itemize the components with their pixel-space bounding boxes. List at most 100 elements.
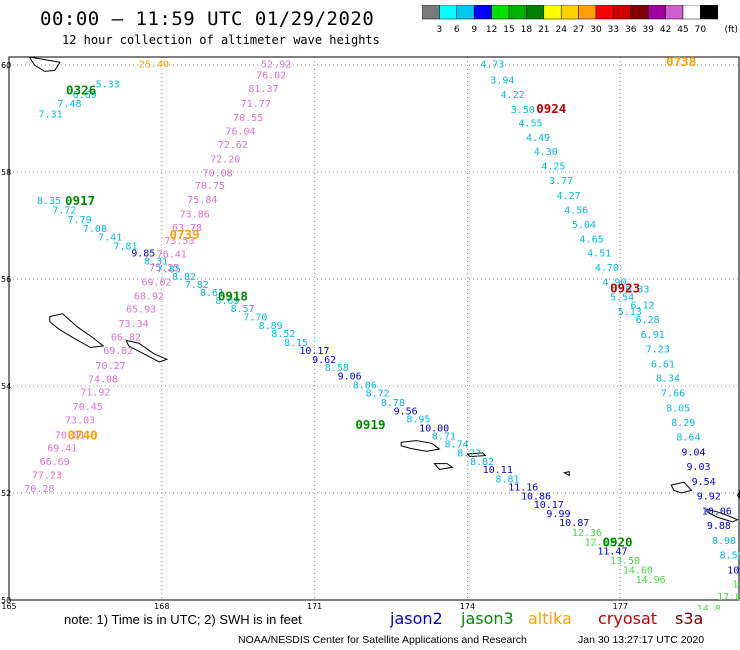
swh-value: 10.86 <box>521 491 551 502</box>
swh-value: 4.30 <box>534 147 558 158</box>
colorbar-tick-label: 45 <box>677 25 688 35</box>
swh-value: 7.41 <box>98 232 122 243</box>
legend-s3a: s3a <box>675 609 704 628</box>
swh-value: 66.82 <box>111 333 141 344</box>
swh-value: 7.66 <box>661 389 685 400</box>
swh-value: 75.84 <box>187 195 217 206</box>
swh-value: 70.28 <box>24 484 54 495</box>
swh-value: 6.91 <box>641 330 665 341</box>
swh-value: 8.98 <box>712 536 736 547</box>
swh-value: 11.47 <box>597 547 627 558</box>
x-tick-label: 177 <box>613 602 628 610</box>
swh-value: 73.03 <box>65 415 95 426</box>
legend-note: note: 1) Time is in UTC; 2) SWH is in fe… <box>64 612 302 627</box>
swh-value: 8.72 <box>366 389 390 400</box>
footer-timestamp: Jan 30 13:27:17 UTC 2020 <box>578 634 705 646</box>
swh-value: 17.8 <box>717 592 740 603</box>
x-tick-label: 165 <box>1 602 16 610</box>
swh-value: 68.92 <box>134 291 164 302</box>
legend-cryosat: cryosat <box>598 609 658 628</box>
swh-value: 7.48 <box>57 99 81 110</box>
swh-value: 8.82 <box>470 457 494 468</box>
swh-value: 3.94 <box>490 76 514 87</box>
swh-value: 7.79 <box>68 215 92 226</box>
swh-value: 71.92 <box>80 388 110 399</box>
swh-value: 9.06 <box>338 372 362 383</box>
swh-value: 70.45 <box>73 402 103 413</box>
swh-value: 8.35 <box>37 196 61 207</box>
colorbar-tick-label: 36 <box>625 25 637 35</box>
swh-value: 14.60 <box>623 565 653 576</box>
swh-value: 8.89 <box>259 321 283 332</box>
swh-value: 3.77 <box>549 176 573 187</box>
swh-value: 7.82 <box>185 280 209 291</box>
y-tick-label: 58 <box>1 168 11 177</box>
footer-credit: NOAA/NESDIS Center for Satellite Applica… <box>238 634 527 646</box>
swh-value: 8.58 <box>325 363 349 374</box>
swh-value: 70.08 <box>203 168 233 179</box>
swh-value: 70.75 <box>195 181 225 192</box>
colorbar-tick-label: 27 <box>573 25 584 35</box>
island-rat-kiska <box>670 481 693 494</box>
swh-value: 7.72 <box>52 206 76 217</box>
pass-time-label: 0326 <box>66 82 96 97</box>
island-near-attu <box>400 440 441 452</box>
swh-value: 69.82 <box>103 346 133 357</box>
swh-value: 8.64 <box>676 433 700 444</box>
swh-value: 4.73 <box>480 60 504 71</box>
swh-value: 5.13 <box>618 307 642 318</box>
legend-altika: altika <box>528 609 572 628</box>
swh-value: 9.85 <box>131 249 155 260</box>
swh-value: 73.34 <box>119 319 149 330</box>
pass-time-label: 0920 <box>602 535 632 550</box>
island-semichi <box>466 452 487 458</box>
island-commander-bering <box>49 313 105 349</box>
swh-value: 10.06 <box>702 506 732 517</box>
swh-value: 72.62 <box>218 140 248 151</box>
swh-value: 6.33 <box>625 284 649 295</box>
swh-value: 4.49 <box>526 133 550 144</box>
swh-value: 70.27 <box>96 361 126 372</box>
swh-value: 8.05 <box>666 404 690 415</box>
swh-value: 81.37 <box>248 84 278 95</box>
page-title: 00:00 – 11:59 UTC 01/29/2020 <box>40 8 375 30</box>
map-frame <box>8 56 740 601</box>
swh-value: 9.04 <box>681 448 705 459</box>
swh-value: 10.11 <box>483 465 513 476</box>
swh-value: 4.70 <box>595 263 619 274</box>
swh-value: 8.61 <box>200 288 224 299</box>
swh-value: 9.56 <box>394 406 418 417</box>
swh-value: 12.12 <box>585 537 615 548</box>
island-rat-amchitka <box>706 508 739 523</box>
colorbar-tick-label: 15 <box>503 25 514 35</box>
swh-value: 8.77 <box>457 449 481 460</box>
colorbar-tick-label: 12 <box>486 25 497 35</box>
swh-value: 8.81 <box>495 474 519 485</box>
pass-time-label: 0917 <box>65 193 95 208</box>
swh-value: 9.92 <box>697 491 721 502</box>
swh-value: 7.85 <box>157 265 181 276</box>
swh-value: 8.57 <box>231 304 255 315</box>
swh-value: 3.50 <box>511 105 535 116</box>
swh-value: 8.29 <box>671 418 695 429</box>
swh-value: 7.31 <box>39 109 63 120</box>
island-commander-medny <box>125 339 169 363</box>
swh-value: 10.87 <box>559 518 589 529</box>
swh-value: 9.54 <box>692 477 716 488</box>
legend-row: note: 1) Time is in UTC; 2) SWH is in fe… <box>0 609 740 631</box>
colorbar-tick-label: 9 <box>471 25 477 35</box>
colorbar-tick-label: 70 <box>695 25 707 35</box>
colorbar-tick-label: 39 <box>642 25 654 35</box>
colorbar-tick-label: 42 <box>660 25 671 35</box>
swh-value: 8.59 <box>720 550 740 561</box>
colorbar-tick-label: 21 <box>538 25 549 35</box>
swh-value: 69.02 <box>141 277 171 288</box>
swh-value: 76.41 <box>157 250 187 261</box>
swh-value: 9.62 <box>312 355 336 366</box>
swh-value: 65.93 <box>126 305 156 316</box>
swh-value: 69.41 <box>47 443 77 454</box>
y-tick-label: 52 <box>1 489 11 498</box>
swh-value: 66.69 <box>40 457 70 468</box>
swh-value: 70.55 <box>233 113 263 124</box>
swh-value: 10.17 <box>534 500 564 511</box>
